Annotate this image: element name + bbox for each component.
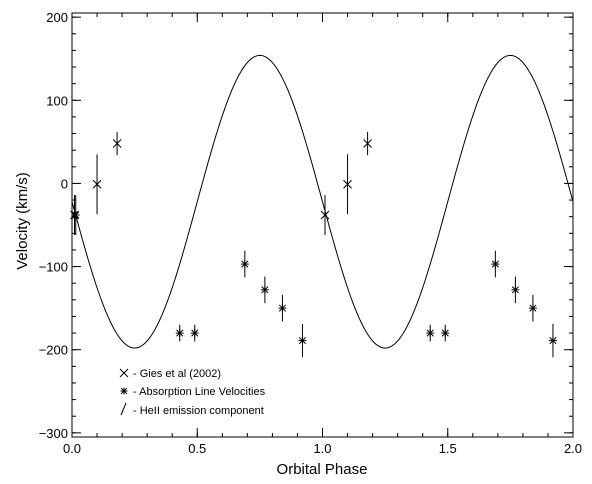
absorption-data-point: [240, 250, 249, 278]
absorption-data-point: [190, 324, 199, 342]
x-tick-label: 1.0: [313, 441, 331, 456]
y-tick-label: 200: [46, 10, 68, 25]
model-curve-layer: [71, 54, 574, 349]
x-tick-label: 0.0: [63, 441, 81, 456]
gies-data-point: [92, 154, 102, 215]
x-marker-stroke: [343, 179, 352, 189]
x-axis-title: Orbital Phase: [277, 461, 368, 478]
y-tick-label: −300: [39, 426, 68, 441]
legend-markers: [119, 368, 129, 416]
y-tick-label: −200: [39, 343, 68, 358]
y-tick-label: 100: [46, 93, 68, 108]
axis-ticks: 0.0 0.5 1.0 1.5 2.0 −300 −200 −100 0 100 200: [39, 10, 582, 456]
y-axis-title: Velocity (km/s): [14, 172, 31, 270]
x-marker-stroke: [363, 139, 372, 148]
x-tick-label: 0.5: [188, 441, 206, 456]
data-points-layer: [70, 131, 557, 358]
absorption-data-point: [491, 250, 500, 278]
legend: - Gies et al (2002) - Absorption Line Ve…: [119, 368, 266, 417]
y-tick-label: −100: [39, 260, 68, 275]
gies-data-point: [112, 131, 122, 156]
x-tick-label: 1.5: [439, 441, 457, 456]
absorption-data-point: [528, 294, 537, 322]
slash-marker-stroke: [120, 402, 127, 416]
gies-data-point: [343, 154, 352, 215]
x-marker-stroke: [119, 368, 129, 378]
y-tick-label: 0: [61, 176, 68, 191]
absorption-data-point: [426, 324, 435, 342]
absorption-data-point: [71, 195, 80, 235]
gies-data-point: [363, 131, 372, 156]
absorption-data-point: [441, 324, 450, 342]
x-marker-stroke: [92, 179, 102, 189]
absorption-data-point: [298, 323, 307, 358]
absorption-data-point: [548, 323, 557, 358]
x-marker-stroke: [112, 139, 122, 148]
absorption-data-point: [175, 324, 184, 342]
x-tick-label: 2.0: [564, 441, 582, 456]
absorption-data-point: [260, 276, 269, 304]
legend-label-heii: - HeII emission component: [133, 405, 264, 417]
legend-label-absorption: - Absorption Line Velocities: [133, 386, 266, 398]
legend-label-gies: - Gies et al (2002): [133, 368, 221, 380]
absorption-data-point: [278, 294, 287, 322]
absorption-data-point: [511, 276, 520, 304]
x-marker-stroke: [320, 210, 330, 220]
radial-velocity-model-curve: [71, 54, 574, 349]
gies-data-point: [320, 195, 330, 235]
